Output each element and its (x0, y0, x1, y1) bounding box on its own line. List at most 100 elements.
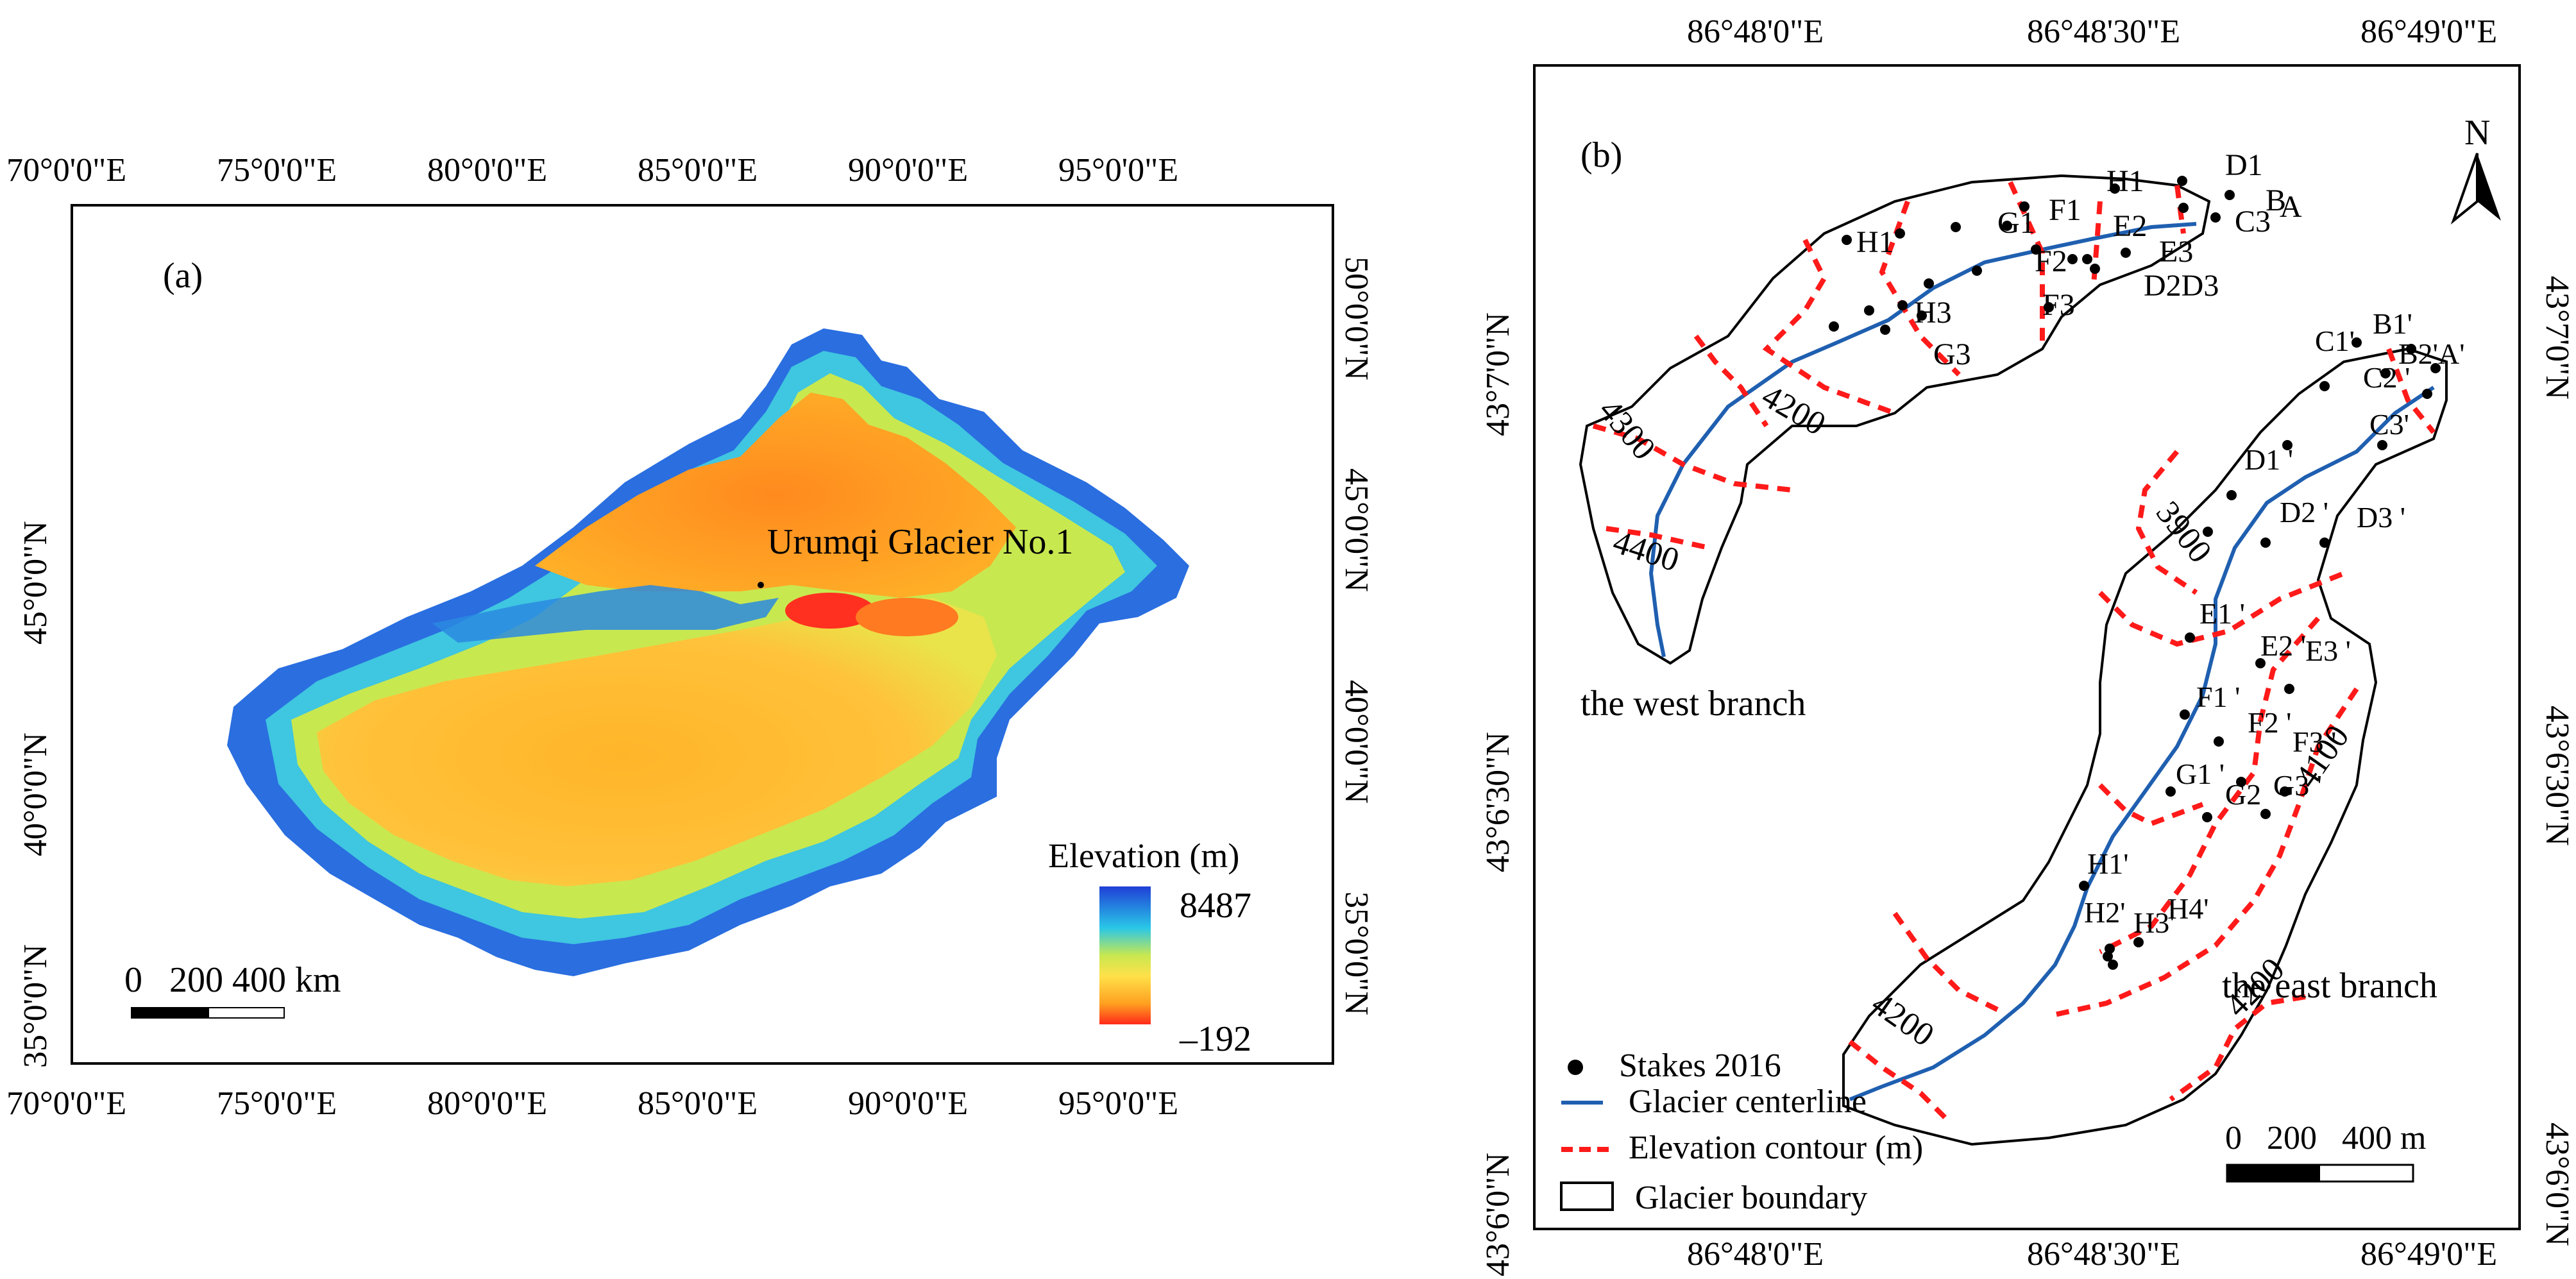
legend-max: 8487 (1180, 886, 1251, 926)
legend-stakes: Stakes 2016 (1619, 1047, 1781, 1084)
stake-label: G1 ' (2176, 758, 2225, 790)
panel-b-top-tick: 86°48'0"E (1687, 13, 1824, 50)
east-branch-label: the east branch (2222, 966, 2437, 1006)
stake-label: D3 ' (2357, 501, 2406, 534)
panel-a-bottom-tick: 75°0'0"E (217, 1085, 337, 1122)
west-branch-boundary (1579, 174, 2211, 665)
stake-label: F2 (2035, 244, 2067, 278)
junggar-basin (535, 393, 1016, 598)
site-label: Urumqi Glacier No.1 (767, 522, 1074, 562)
panel-a-right-tick: 50°0'0"N (1338, 257, 1375, 380)
tarim-basin (317, 598, 997, 886)
xinjiang-elevation-map (227, 328, 1189, 976)
urumqi-glacier-point (758, 582, 764, 588)
stake-label: A (2280, 190, 2302, 224)
legend-centerline: Glacier centerline (1629, 1083, 1867, 1120)
legend-boundary-icon (1560, 1182, 1614, 1211)
stake-label: E2 ' (2260, 629, 2306, 662)
stake-label: C3' (2369, 408, 2409, 441)
panel-a-bottom-tick: 80°0'0"E (427, 1085, 548, 1122)
stake-label: H3 (1914, 296, 1952, 330)
scale-bar-text: 0 200 400 km (124, 960, 341, 1000)
stake-label: C1' (2315, 325, 2355, 357)
turpan-depression (785, 593, 875, 629)
west-centerline (1648, 222, 2197, 657)
stake-label: E1 ' (2199, 597, 2245, 630)
panel-b-right-tick: 43°6'0"N (2539, 1122, 2575, 1246)
panel-a-frame: (a) Urumqi Glacier No.1 Elevation (m) 84… (71, 204, 1334, 1065)
panel-b-frame: (b) N the west branch the east branch 42… (1533, 64, 2521, 1230)
stake-label: H1 (1856, 225, 1894, 259)
stake-label: H1 (2106, 164, 2144, 198)
panel-a-bottom-tick: 90°0'0"E (848, 1085, 969, 1122)
stake-label: H2' (2084, 896, 2126, 929)
stake-label: E3 ' (2305, 634, 2351, 667)
stake-label: D2 ' (2280, 496, 2329, 529)
stake-label: D1 (2225, 148, 2263, 182)
legend-contour: Elevation contour (m) (1629, 1130, 1924, 1166)
stake-label: C3 (2235, 205, 2271, 239)
stake-label: D2D3 (2144, 269, 2219, 303)
panel-a-label: (a) (163, 256, 203, 296)
panel-b-label: (b) (1580, 135, 1623, 175)
panel-a-left-tick: 40°0'0"N (17, 733, 54, 856)
panel-b-bottom-tick: 86°48'0"E (1687, 1236, 1824, 1273)
east-centerline (1849, 385, 2435, 1101)
legend-title: Elevation (m) (1048, 836, 1240, 875)
north-label: N (2464, 113, 2491, 153)
east-branch-boundary (1842, 347, 2448, 1146)
panel-a-top-tick: 80°0'0"E (427, 152, 548, 189)
panel-b-left-tick: 43°6'30"N (1480, 732, 1516, 872)
legend-min: –192 (1180, 1019, 1251, 1059)
stake-label: F3 (2042, 288, 2075, 322)
stake-label: D1 ' (2244, 443, 2294, 476)
panel-a-left-tick: 35°0'0"N (17, 944, 54, 1068)
panel-a-top-tick: 90°0'0"E (848, 152, 969, 189)
north-arrow-icon (2450, 153, 2501, 225)
panel-a-right-tick: 45°0'0"N (1338, 468, 1375, 592)
panel-b-right-tick: 43°7'0"N (2539, 276, 2575, 400)
stake-label: H4' (2167, 892, 2209, 925)
panel-a-top-tick: 85°0'0"E (638, 152, 758, 189)
scale-text-b: 0 200 400 m (2225, 1120, 2427, 1156)
stake-label: H3' (2133, 906, 2175, 939)
panel-a-top-tick: 95°0'0"E (1058, 152, 1179, 189)
stake-label: H1' (2087, 847, 2129, 880)
glacier-map (1560, 153, 2501, 1211)
panel-b-bottom-tick: 86°48'30"E (2027, 1236, 2181, 1273)
panel-b-top-tick: 86°49'0"E (2360, 13, 2498, 50)
stake-label: G2 (2225, 778, 2262, 811)
panel-b-left-tick: 43°7'0"N (1480, 312, 1516, 436)
panel-a-bottom-tick: 70°0'0"E (6, 1085, 127, 1122)
panel-b-bottom-tick: 86°49'0"E (2360, 1236, 2498, 1273)
stake-label: G3 (1933, 337, 1971, 371)
panel-a-right-tick: 35°0'0"N (1338, 892, 1375, 1015)
stake-label: C2 ' (2363, 361, 2411, 394)
stake-label: G3 ' (2273, 769, 2323, 802)
west-branch-label: the west branch (1580, 684, 1806, 724)
panel-a-top-tick: 70°0'0"E (6, 152, 127, 189)
panel-b-map: 86°48'0"E 86°48'30"E 86°49'0"E 86°48'0"E… (1411, 0, 2576, 1279)
legend-stake-icon (1568, 1060, 1583, 1075)
panel-b-left-tick: 43°6'0"N (1480, 1153, 1516, 1276)
stake-label: B2'A' (2398, 337, 2465, 370)
stake-label: E2 (2113, 209, 2148, 243)
scale-bar (131, 1007, 285, 1019)
panel-b-right-tick: 43°6'30"N (2539, 706, 2575, 846)
stake-label: B (2266, 183, 2287, 217)
panel-a-right-tick: 40°0'0"N (1338, 680, 1375, 804)
panel-a-map: 70°0'0"E 75°0'0"E 80°0'0"E 85°0'0"E 90°0… (6, 152, 1375, 1122)
panel-a-bottom-tick: 95°0'0"E (1058, 1085, 1179, 1122)
panel-a-top-tick: 75°0'0"E (217, 152, 337, 189)
panel-a-left-tick: 45°0'0"N (17, 521, 54, 645)
stake-label: F3 ' (2292, 725, 2337, 758)
panel-b-top-tick: 86°48'30"E (2027, 13, 2181, 50)
elevation-colorbar (1099, 886, 1151, 1024)
stakes (1829, 176, 2441, 970)
legend-boundary: Glacier boundary (1635, 1180, 1868, 1216)
stake-label: G1 (1997, 206, 2035, 240)
stake-label: F2 ' (2248, 706, 2292, 739)
stake-label: F1 ' (2196, 681, 2241, 713)
stake-label: B1' (2373, 307, 2412, 340)
stake-label: F1 (2049, 193, 2081, 227)
